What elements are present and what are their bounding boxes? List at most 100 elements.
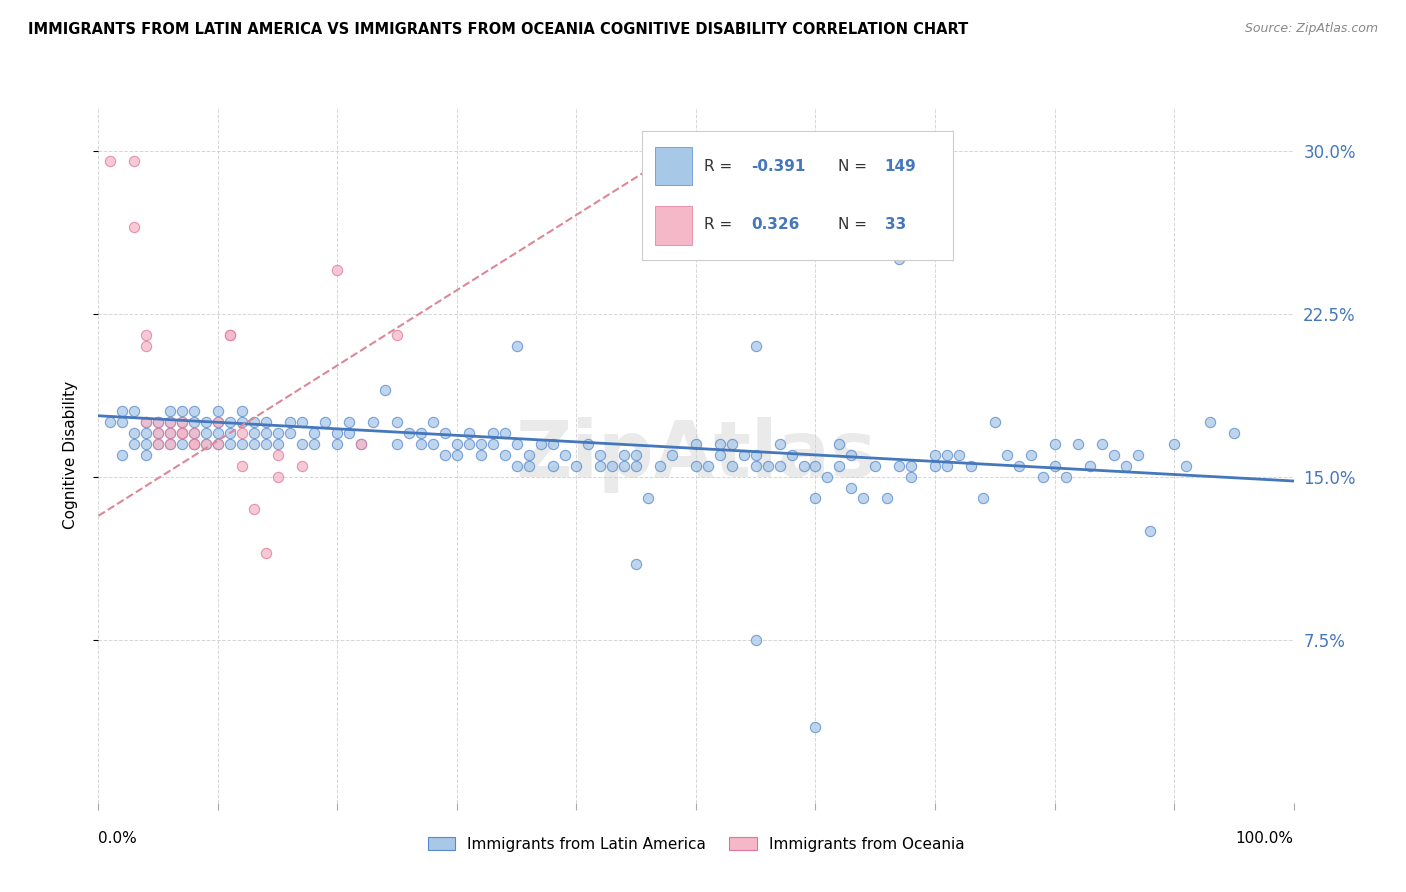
Point [745, 458, 768, 473]
Point [124, 426, 146, 441]
FancyBboxPatch shape [655, 206, 692, 244]
Point [804, 491, 827, 506]
Point [804, 720, 827, 734]
Point [219, 328, 242, 343]
Point [1007, 458, 1029, 473]
Point [350, 437, 373, 451]
Point [863, 458, 887, 473]
Point [936, 448, 959, 462]
Point [374, 383, 396, 397]
Point [602, 458, 624, 473]
Point [291, 458, 314, 473]
Point [219, 437, 242, 451]
Point [172, 426, 194, 441]
Point [124, 154, 146, 169]
Point [159, 437, 181, 451]
Point [159, 437, 181, 451]
Point [398, 426, 420, 441]
Text: 33: 33 [884, 218, 905, 232]
Point [207, 437, 229, 451]
Point [111, 404, 134, 418]
Point [98, 415, 122, 429]
Point [554, 448, 576, 462]
Text: -0.391: -0.391 [751, 160, 806, 174]
Point [267, 448, 290, 462]
Text: R =: R = [704, 218, 738, 232]
Point [172, 426, 194, 441]
Point [470, 448, 492, 462]
Point [446, 448, 468, 462]
Point [231, 404, 253, 418]
Point [183, 426, 205, 441]
Point [756, 458, 779, 473]
Point [852, 491, 875, 506]
Point [148, 426, 170, 441]
Point [589, 458, 612, 473]
Point [148, 415, 170, 429]
Point [422, 415, 444, 429]
Text: Source: ZipAtlas.com: Source: ZipAtlas.com [1244, 22, 1378, 36]
Point [172, 426, 194, 441]
Point [1043, 437, 1066, 451]
Point [231, 426, 253, 441]
Point [506, 437, 529, 451]
Point [470, 437, 492, 451]
Point [1019, 448, 1042, 462]
Point [745, 339, 768, 353]
Text: 0.326: 0.326 [751, 218, 800, 232]
Point [685, 458, 707, 473]
Point [685, 437, 707, 451]
Point [517, 458, 540, 473]
Point [267, 469, 290, 483]
Point [972, 491, 994, 506]
Point [745, 632, 768, 647]
Point [815, 469, 838, 483]
Point [207, 404, 229, 418]
Point [183, 437, 205, 451]
Point [326, 426, 349, 441]
Point [194, 437, 218, 451]
Point [984, 415, 1007, 429]
Point [613, 448, 636, 462]
Point [768, 437, 790, 451]
Point [576, 437, 599, 451]
Point [780, 448, 803, 462]
Y-axis label: Cognitive Disability: Cognitive Disability [63, 381, 77, 529]
Point [135, 448, 157, 462]
Point [207, 437, 229, 451]
Point [194, 415, 218, 429]
Point [481, 437, 505, 451]
Point [385, 437, 409, 451]
Point [1043, 458, 1066, 473]
Point [828, 458, 851, 473]
Legend: Immigrants from Latin America, Immigrants from Oceania: Immigrants from Latin America, Immigrant… [422, 830, 970, 858]
Text: 149: 149 [884, 160, 917, 174]
Point [339, 426, 360, 441]
Point [506, 458, 529, 473]
Point [172, 404, 194, 418]
Point [506, 339, 529, 353]
Point [948, 448, 970, 462]
Point [733, 448, 755, 462]
Point [565, 458, 588, 473]
Point [135, 339, 157, 353]
Point [339, 415, 360, 429]
Point [254, 546, 277, 560]
Point [159, 404, 181, 418]
Point [231, 458, 253, 473]
Point [924, 458, 946, 473]
Point [446, 437, 468, 451]
Point [1102, 448, 1125, 462]
Point [148, 437, 170, 451]
Point [350, 437, 373, 451]
Point [626, 557, 648, 571]
Point [924, 448, 946, 462]
Point [1222, 426, 1246, 441]
Point [243, 502, 266, 516]
Point [1080, 458, 1102, 473]
Point [709, 437, 731, 451]
Text: N =: N = [838, 218, 872, 232]
Point [828, 437, 851, 451]
Point [243, 415, 266, 429]
Text: 0.0%: 0.0% [98, 830, 138, 846]
